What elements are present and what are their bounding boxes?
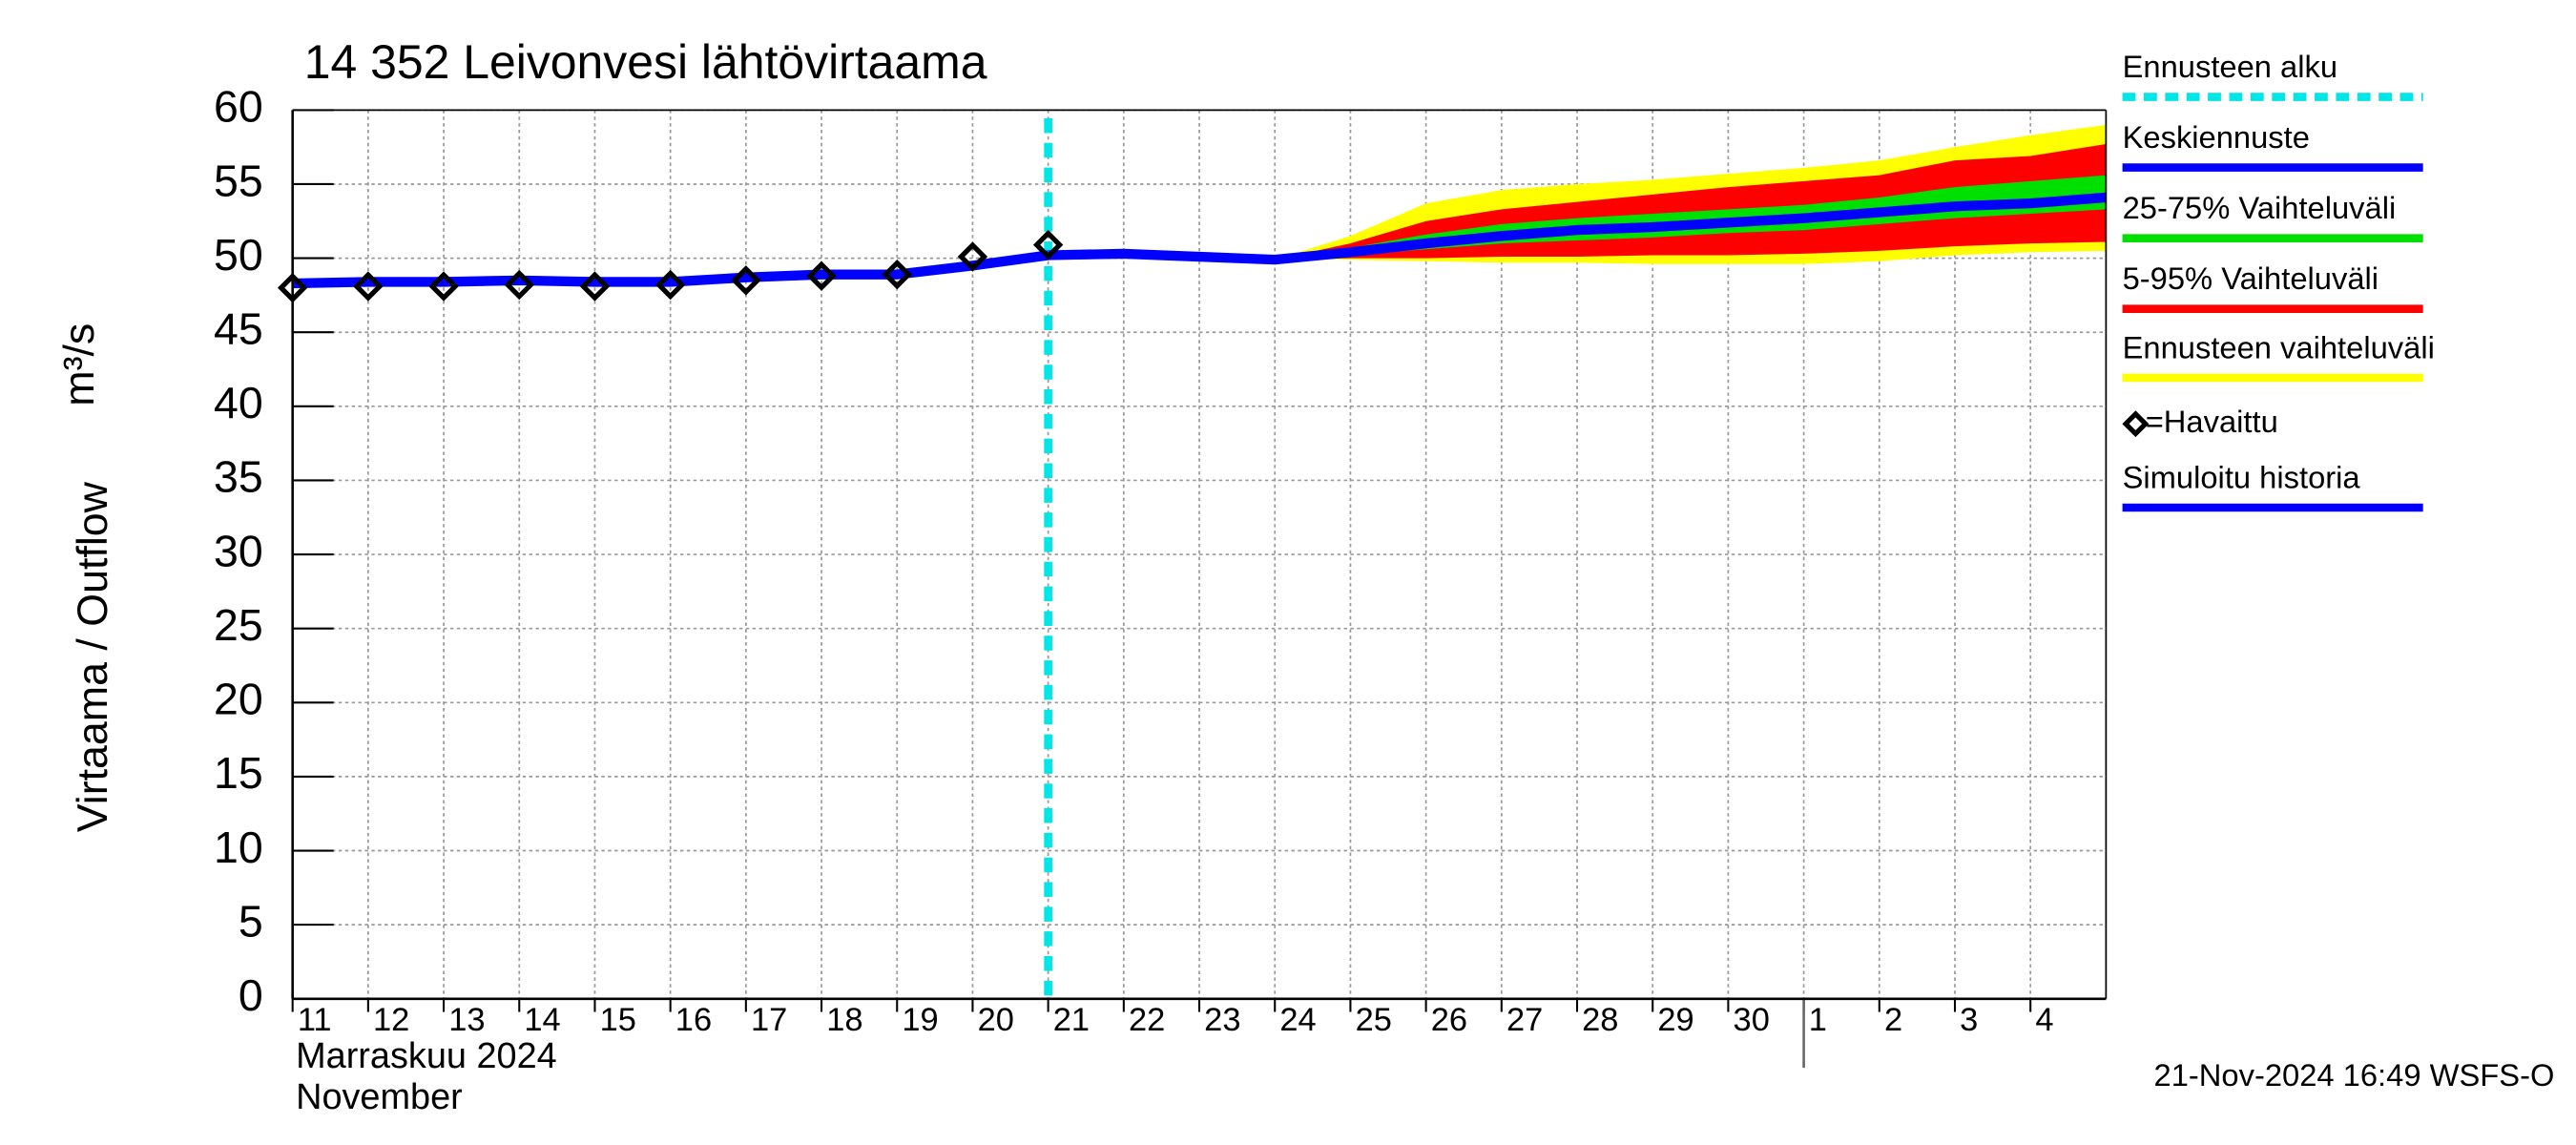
y-tick-label: 55	[214, 156, 263, 205]
month-label: November	[296, 1077, 463, 1117]
legend-label: Simuloitu historia	[2123, 459, 2361, 494]
x-tick-label: 29	[1657, 1002, 1693, 1038]
x-tick-label: 17	[751, 1002, 787, 1038]
x-tick-label: 26	[1431, 1002, 1467, 1038]
x-tick-label: 14	[524, 1002, 560, 1038]
x-tick-label: 24	[1279, 1002, 1316, 1038]
y-tick-label: 40	[214, 378, 263, 427]
y-tick-label: 50	[214, 230, 263, 280]
y-tick-label: 10	[214, 822, 263, 872]
y-tick-label: 15	[214, 748, 263, 798]
x-tick-label: 16	[675, 1002, 712, 1038]
x-tick-label: 13	[448, 1002, 485, 1038]
x-tick-label: 18	[826, 1002, 862, 1038]
x-tick-label: 22	[1129, 1002, 1165, 1038]
x-tick-label: 23	[1204, 1002, 1240, 1038]
legend-label: Ennusteen alku	[2123, 49, 2337, 84]
x-tick-label: 21	[1053, 1002, 1090, 1038]
x-tick-label: 15	[600, 1002, 636, 1038]
legend-label: Keskiennuste	[2123, 119, 2310, 155]
x-tick-label: 25	[1356, 1002, 1392, 1038]
observed-point	[957, 241, 988, 272]
x-tick-label: 19	[902, 1002, 938, 1038]
legend-label: Ennusteen vaihteluväli	[2123, 329, 2435, 364]
legend-label: 25-75% Vaihteluväli	[2123, 190, 2397, 225]
chart-title: 14 352 Leivonvesi lähtövirtaama	[304, 35, 987, 89]
y-tick-label: 0	[239, 970, 263, 1020]
observed-point	[579, 271, 611, 302]
x-tick-label: 28	[1582, 1002, 1618, 1038]
x-tick-label: 12	[373, 1002, 409, 1038]
y-axis-unit: m³/s	[55, 323, 103, 406]
observed-point	[353, 271, 384, 302]
legend-label: 5-95% Vaihteluväli	[2123, 260, 2379, 296]
series-line	[1048, 192, 2107, 265]
x-tick-label: 20	[978, 1002, 1014, 1038]
y-axis-label: Virtaama / Outflow	[69, 481, 116, 832]
observed-point	[654, 269, 686, 301]
x-tick-label: 30	[1734, 1002, 1770, 1038]
y-tick-label: 5	[239, 896, 263, 946]
timestamp: 21-Nov-2024 16:49 WSFS-O	[2154, 1057, 2555, 1093]
legend-marker	[2122, 410, 2150, 438]
observed-point	[504, 269, 534, 301]
legend-label: =Havaittu	[2146, 404, 2278, 439]
x-tick-label: 3	[1960, 1002, 1978, 1038]
y-tick-label: 60	[214, 82, 263, 132]
y-tick-label: 25	[214, 600, 263, 650]
x-tick-label: 1	[1809, 1002, 1827, 1038]
observed-point	[806, 260, 837, 291]
x-tick-label: 11	[298, 1002, 332, 1038]
series-line	[292, 250, 1049, 289]
y-tick-label: 35	[214, 452, 263, 502]
y-tick-label: 20	[214, 675, 263, 724]
month-label: Marraskuu 2024	[296, 1036, 557, 1076]
observed-point	[882, 259, 912, 290]
x-tick-label: 4	[2035, 1002, 2053, 1038]
y-tick-label: 45	[214, 303, 263, 353]
x-tick-label: 2	[1884, 1002, 1902, 1038]
observed-point	[731, 265, 761, 296]
observed-point	[1032, 229, 1064, 260]
y-tick-label: 30	[214, 526, 263, 575]
x-tick-label: 27	[1506, 1002, 1543, 1038]
observed-point	[428, 271, 459, 302]
